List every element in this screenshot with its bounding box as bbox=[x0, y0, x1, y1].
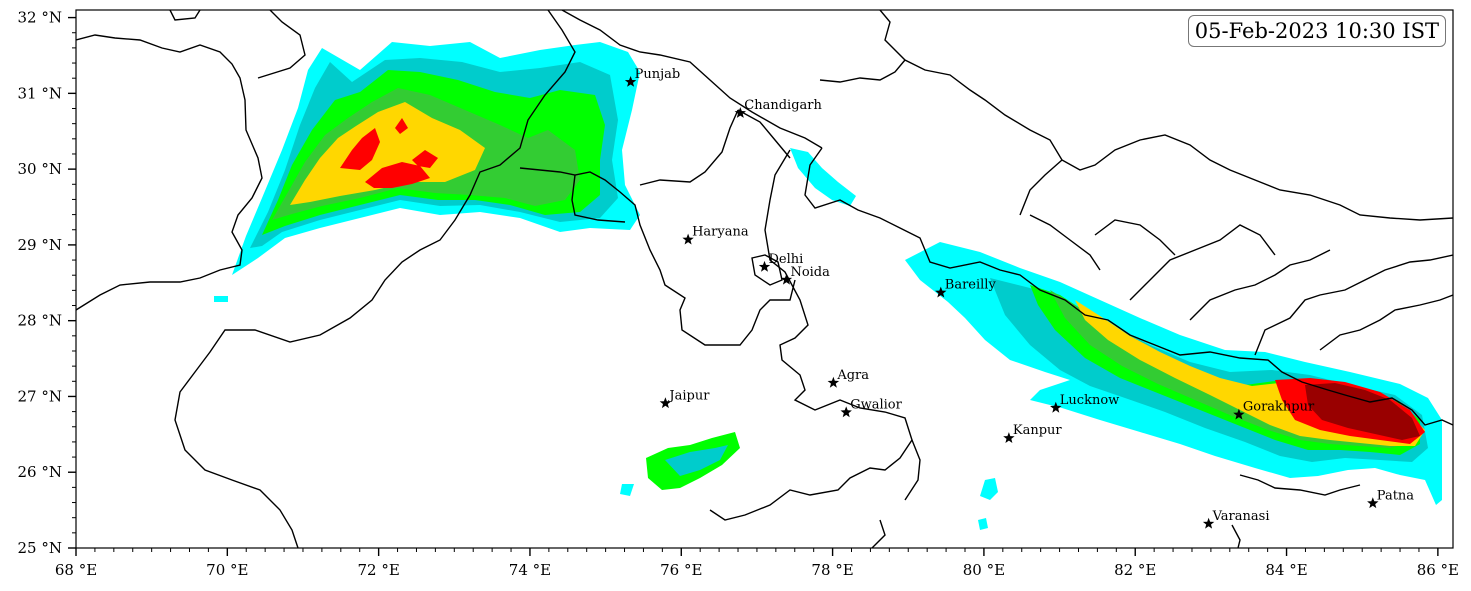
city-marker-delhi: Delhi bbox=[758, 252, 804, 272]
city-marker-punjab: Punjab bbox=[624, 67, 681, 87]
star-icon bbox=[935, 286, 947, 298]
x-tick-label: 72 °E bbox=[357, 561, 399, 579]
city-label: Kanpur bbox=[1013, 423, 1063, 438]
star-icon bbox=[1050, 401, 1062, 413]
city-label: Gwalior bbox=[850, 397, 902, 412]
y-tick-label: 31 °N bbox=[18, 84, 62, 102]
rainfall-cluster-northwest bbox=[214, 42, 740, 496]
star-icon bbox=[1202, 517, 1215, 529]
y-tick-label: 28 °N bbox=[18, 312, 62, 330]
star-icon bbox=[780, 273, 793, 285]
city-marker-lucknow: Lucknow bbox=[1050, 393, 1119, 413]
star-icon bbox=[758, 260, 771, 272]
plot-frame bbox=[75, 9, 1454, 549]
city-marker-patna: Patna bbox=[1367, 488, 1415, 509]
city-marker-noida: Noida bbox=[780, 265, 830, 285]
city-marker-chandigarh: Chandigarh bbox=[734, 98, 822, 118]
city-label: Gorakhpur bbox=[1243, 400, 1315, 415]
x-tick-label: 68 °E bbox=[55, 561, 97, 579]
x-tick-label: 78 °E bbox=[811, 561, 853, 579]
star-icon bbox=[1003, 432, 1015, 443]
y-tick-label: 26 °N bbox=[18, 463, 62, 481]
x-tick-label: 70 °E bbox=[206, 561, 248, 579]
city-marker-haryana: Haryana bbox=[682, 225, 749, 245]
city-label: Lucknow bbox=[1060, 393, 1120, 408]
star-icon bbox=[624, 76, 637, 87]
x-tick-label: 82 °E bbox=[1114, 561, 1156, 579]
city-label: Jaipur bbox=[667, 388, 710, 403]
city-label: Chandigarh bbox=[744, 98, 822, 113]
x-tick-label: 76 °E bbox=[660, 561, 702, 579]
star-icon bbox=[682, 233, 694, 245]
y-tick-label: 32 °N bbox=[18, 9, 62, 27]
rainfall-cluster-north bbox=[790, 148, 856, 206]
city-label: Noida bbox=[790, 265, 830, 280]
city-label: Delhi bbox=[769, 252, 804, 267]
star-icon bbox=[659, 397, 672, 409]
city-marker-jaipur: Jaipur bbox=[659, 388, 710, 409]
y-tick-label: 25 °N bbox=[18, 539, 62, 557]
city-label: Patna bbox=[1377, 488, 1415, 503]
political-borders bbox=[76, 10, 1453, 548]
star-icon bbox=[1367, 497, 1379, 509]
y-tick-label: 29 °N bbox=[18, 236, 62, 254]
city-label: Punjab bbox=[635, 67, 681, 82]
city-label: Agra bbox=[836, 368, 869, 383]
timestamp-badge: 05-Feb-2023 10:30 IST bbox=[1187, 15, 1446, 47]
y-tick-label: 30 °N bbox=[18, 160, 62, 178]
star-icon bbox=[734, 107, 746, 118]
city-label: Bareilly bbox=[945, 278, 997, 293]
x-tick-label: 80 °E bbox=[963, 561, 1005, 579]
x-tick-label: 86 °E bbox=[1417, 561, 1459, 579]
axis-layer: 68 °E 70 °E 72 °E 74 °E 76 °E 78 °E 80 °E 82 °E… bbox=[18, 9, 1460, 579]
city-marker-agra: Agra bbox=[827, 368, 869, 388]
city-marker-kanpur: Kanpur bbox=[1003, 423, 1062, 443]
star-icon bbox=[840, 406, 852, 418]
x-tick-label: 84 °E bbox=[1265, 561, 1307, 579]
star-icon bbox=[827, 376, 840, 388]
city-label: Varanasi bbox=[1212, 509, 1270, 524]
city-marker-bareilly: Bareilly bbox=[935, 278, 996, 298]
city-label: Haryana bbox=[692, 225, 749, 240]
city-marker-varanasi: Varanasi bbox=[1202, 509, 1270, 529]
star-icon bbox=[1233, 408, 1245, 420]
rainfall-band-southeast bbox=[905, 242, 1442, 530]
city-marker-gorakhpur: Gorakhpur bbox=[1233, 400, 1315, 420]
city-marker-gwalior: Gwalior bbox=[840, 397, 903, 418]
x-tick-label: 74 °E bbox=[509, 561, 551, 579]
y-tick-label: 27 °N bbox=[18, 387, 62, 405]
